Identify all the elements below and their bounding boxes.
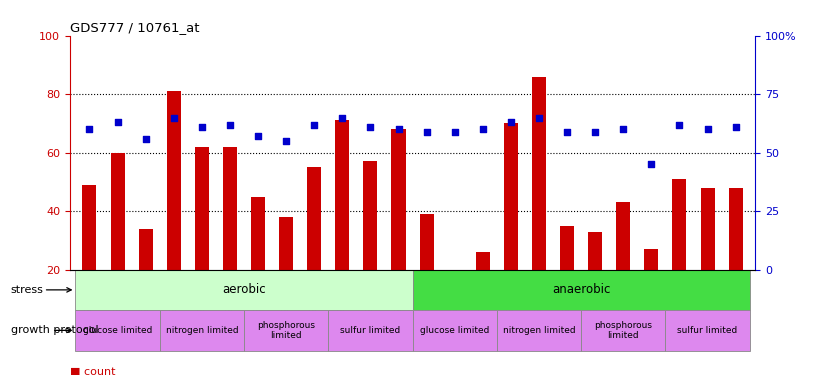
Point — [280, 138, 293, 144]
Point — [223, 122, 236, 128]
Bar — [560, 226, 574, 328]
Bar — [617, 202, 631, 328]
Text: GDS777 / 10761_at: GDS777 / 10761_at — [70, 21, 200, 34]
Bar — [244, 310, 328, 351]
Text: anaerobic: anaerobic — [552, 284, 610, 296]
Text: aerobic: aerobic — [222, 284, 266, 296]
Text: growth protocol: growth protocol — [11, 326, 99, 335]
Text: sulfur limited: sulfur limited — [340, 326, 401, 335]
Point — [617, 126, 630, 132]
Text: nitrogen limited: nitrogen limited — [502, 326, 576, 335]
Point — [195, 124, 209, 130]
Bar — [700, 188, 714, 328]
Bar — [672, 179, 686, 328]
Bar — [251, 196, 265, 328]
Bar — [581, 310, 665, 351]
Bar — [532, 76, 546, 328]
Bar — [364, 161, 378, 328]
Bar — [307, 167, 321, 328]
Point — [336, 114, 349, 120]
Point — [251, 133, 264, 139]
Bar — [728, 188, 743, 328]
Point — [729, 124, 742, 130]
Text: phosphorous
limited: phosphorous limited — [594, 321, 652, 340]
Point — [448, 129, 461, 135]
Point — [83, 126, 96, 132]
Point — [532, 114, 545, 120]
Point — [673, 122, 686, 128]
Bar — [82, 185, 97, 328]
Point — [589, 129, 602, 135]
Bar — [420, 214, 433, 328]
Point — [701, 126, 714, 132]
Text: phosphorous
limited: phosphorous limited — [257, 321, 315, 340]
Text: sulfur limited: sulfur limited — [677, 326, 738, 335]
Bar — [139, 229, 153, 328]
Text: ■ count: ■ count — [70, 366, 115, 375]
Point — [420, 129, 433, 135]
Bar — [223, 147, 237, 328]
Point — [111, 119, 124, 125]
Bar — [413, 310, 497, 351]
Text: stress: stress — [11, 285, 71, 295]
Bar — [335, 120, 350, 328]
Point — [476, 126, 489, 132]
Bar — [665, 310, 750, 351]
Bar — [588, 232, 602, 328]
Text: glucose limited: glucose limited — [83, 326, 152, 335]
Bar — [497, 310, 581, 351]
Bar — [504, 123, 518, 328]
Point — [167, 114, 181, 120]
Point — [139, 136, 152, 142]
Point — [308, 122, 321, 128]
Bar — [195, 147, 209, 328]
Bar — [447, 322, 461, 328]
Point — [504, 119, 517, 125]
Bar — [644, 249, 658, 328]
Bar — [413, 270, 750, 310]
Bar — [111, 153, 125, 328]
Bar — [475, 252, 490, 328]
Text: glucose limited: glucose limited — [420, 326, 489, 335]
Bar — [160, 310, 244, 351]
Bar — [76, 270, 413, 310]
Bar — [392, 129, 406, 328]
Bar — [279, 217, 293, 328]
Bar — [167, 91, 181, 328]
Point — [364, 124, 377, 130]
Point — [561, 129, 574, 135]
Bar — [76, 310, 160, 351]
Bar — [328, 310, 413, 351]
Point — [644, 161, 658, 167]
Text: nitrogen limited: nitrogen limited — [166, 326, 238, 335]
Point — [392, 126, 405, 132]
